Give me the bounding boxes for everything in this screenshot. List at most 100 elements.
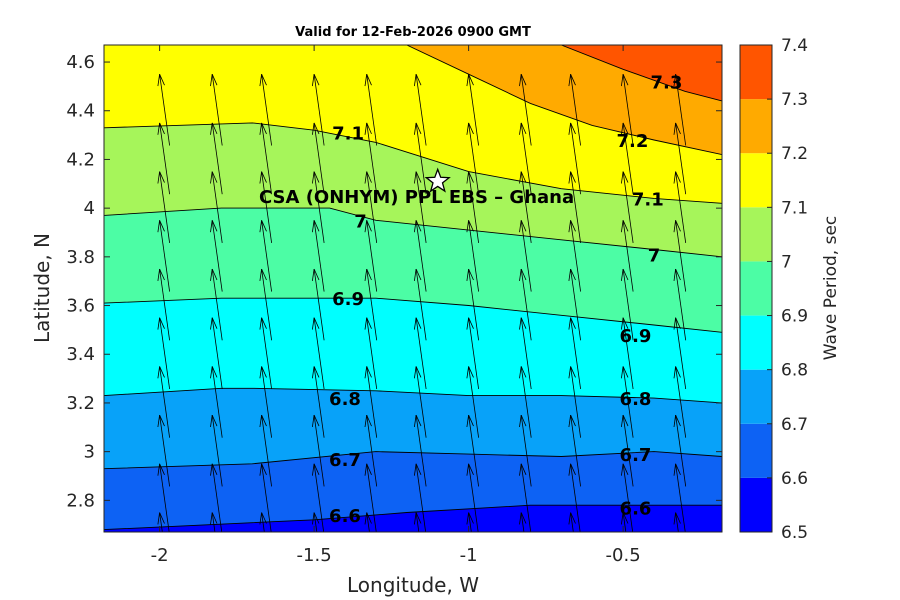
wave-direction-arrow [157,366,170,438]
colorbar-swatch [740,207,772,262]
wave-direction-arrow [519,220,532,292]
wave-direction-arrow [364,122,378,195]
y-tick-label: 3.4 [66,344,95,365]
wave-direction-arrow [414,122,427,195]
wave-direction-arrow [414,74,427,146]
wave-direction-arrow [414,317,427,390]
contour-label: 7.3 [650,73,682,94]
contour-label: 6.7 [329,450,361,471]
wave-direction-arrow [259,414,272,487]
y-tick-label: 3 [84,442,95,463]
site-star-marker [424,167,451,193]
contour-label: 7.2 [616,131,648,152]
colorbar-tick-label: 6.6 [781,469,808,489]
wave-direction-arrow [414,512,422,532]
colorbar-tick-label: 6.5 [781,523,808,543]
y-axis-label: Latitude, N [30,233,54,343]
wave-direction-arrow [259,220,272,292]
wave-direction-arrow [673,463,686,532]
wave-direction-arrow [210,317,223,390]
wave-direction-arrow [621,122,634,195]
colorbar-label: Wave Period, sec [821,216,841,361]
wave-direction-arrow [364,414,378,487]
wave-direction-arrow [568,366,581,438]
contour-line-6.6 [104,504,722,531]
wave-direction-arrow [568,414,581,487]
colorbar-swatch [740,369,772,424]
plot-area [104,45,722,532]
wave-direction-arrow [157,220,170,292]
chart-title: Valid for 12-Feb-2026 0900 GMT [295,25,531,40]
wave-direction-arrow [259,122,272,195]
wave-direction-arrow [568,171,581,243]
wave-direction-arrow [210,122,223,195]
y-tick-label: 2.8 [66,490,95,511]
wave-direction-arrow [259,74,272,146]
contour-label: 7 [648,245,661,266]
wave-direction-arrow [519,122,532,195]
contour-line-6.7 [104,451,722,470]
plot-frame [103,44,723,533]
colorbar-swatch [740,477,772,532]
wave-direction-arrow [210,463,223,532]
x-tick-label: -1.5 [297,545,332,566]
wave-direction-arrow [673,74,687,146]
wave-direction-arrow [312,268,325,341]
x-tick-label: -1 [460,545,478,566]
colorbar-swatch [740,45,772,100]
wave-direction-arrow [157,317,170,390]
contour-line-7 [104,207,722,258]
wave-direction-arrow [210,414,223,487]
colorbar-frame [739,44,773,533]
contour-band-7.3 [561,45,722,101]
y-tick-label: 3.8 [66,247,95,268]
colorbar-swatch [740,315,772,370]
wave-direction-arrow [210,220,223,292]
wave-direction-arrow [568,463,581,532]
wave-direction-arrow [312,74,325,146]
contour-line-7.3 [561,45,722,102]
wave-direction-arrow [673,220,687,292]
wave-direction-arrow [364,366,378,438]
wave-direction-arrow [364,74,378,146]
contour-label: 6.6 [620,499,652,520]
x-tick-label: -2 [151,545,169,566]
wave-direction-arrow [364,171,378,243]
wave-direction-arrow [210,366,223,438]
wave-direction-arrow [259,512,267,532]
colorbar-tick-label: 6.7 [781,415,808,435]
wave-direction-arrow [466,366,479,438]
y-tick-label: 3.6 [66,296,95,317]
wave-direction-arrow [568,220,581,292]
wave-direction-arrow [259,463,272,532]
y-tick-label: 4.2 [66,149,95,170]
wave-direction-arrow [466,268,479,341]
wave-direction-arrow [621,414,634,487]
wave-direction-arrow [210,512,218,532]
wave-direction-arrow [210,171,223,243]
wave-direction-arrow [364,317,378,390]
wave-direction-arrow [364,463,377,532]
wave-direction-arrow [312,171,325,243]
wave-direction-arrow [259,171,272,243]
wave-direction-arrow [673,268,687,341]
wave-direction-arrow [157,512,165,532]
wave-direction-arrow [312,220,325,292]
wave-direction-arrow [568,512,576,532]
wave-direction-arrow [519,171,532,243]
contour-label: 6.7 [620,445,652,466]
wave-direction-arrow [157,122,170,195]
wave-direction-arrow [673,171,687,243]
wave-direction-arrow [466,414,479,487]
wave-direction-arrow [568,268,581,341]
wave-direction-arrow [673,414,687,487]
wave-direction-arrow [364,512,372,532]
wave-direction-arrow [414,414,427,487]
y-tick-label: 4.6 [66,52,95,73]
wave-direction-arrow [621,366,634,438]
wave-direction-arrow [414,366,427,438]
wave-direction-arrow [673,512,681,532]
wave-direction-arrow [621,512,629,532]
contour-label: 7 [354,211,367,232]
